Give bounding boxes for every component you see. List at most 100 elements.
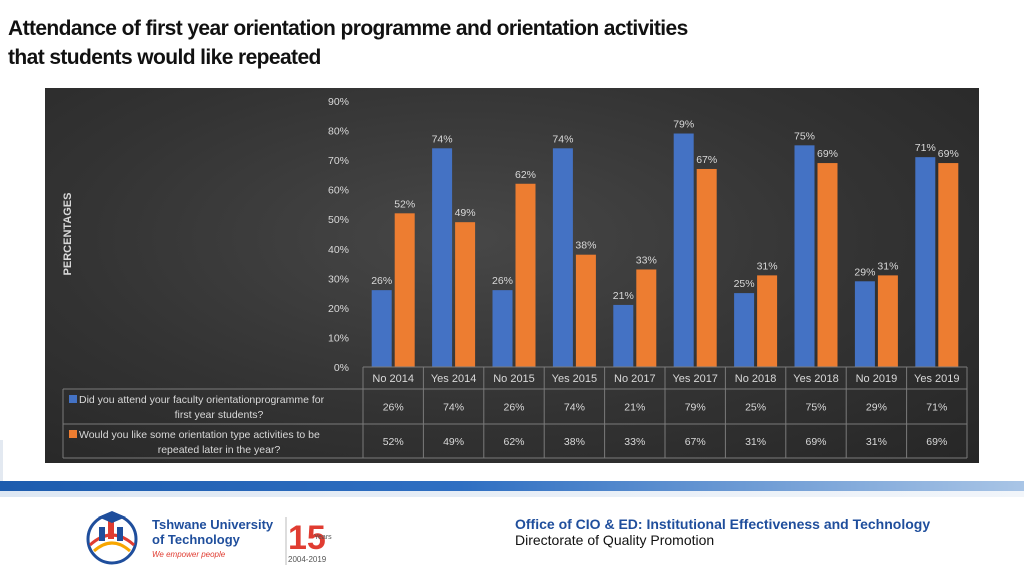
tut-logo: Tshwane University of Technology We empo… bbox=[80, 505, 340, 569]
table-value-cell: 31% bbox=[745, 436, 766, 448]
table-value-cell: 71% bbox=[926, 402, 947, 414]
y-tick-label: 50% bbox=[328, 214, 349, 226]
bar-data-label: 21% bbox=[613, 290, 634, 302]
table-value-cell: 49% bbox=[443, 436, 464, 448]
bar-data-label: 49% bbox=[455, 207, 476, 219]
table-value-cell: 31% bbox=[866, 436, 887, 448]
bar-data-label: 79% bbox=[673, 119, 694, 131]
bar-series-1 bbox=[432, 148, 453, 367]
table-value-cell: 26% bbox=[383, 402, 404, 414]
table-category-header: No 2019 bbox=[856, 373, 898, 385]
y-tick-label: 90% bbox=[328, 96, 349, 108]
logo-line-1: Tshwane University bbox=[152, 517, 274, 532]
bar-series-1 bbox=[492, 290, 513, 367]
bar-series-2 bbox=[394, 213, 415, 367]
y-tick-label: 30% bbox=[328, 273, 349, 285]
bar-series-2 bbox=[575, 254, 596, 367]
y-tick-label: 70% bbox=[328, 155, 349, 167]
table-value-cell: 69% bbox=[926, 436, 947, 448]
y-tick-label: 20% bbox=[328, 303, 349, 315]
bar-series-2 bbox=[757, 275, 778, 367]
y-tick-label: 60% bbox=[328, 185, 349, 197]
bar-series-2 bbox=[636, 269, 657, 367]
bar-data-label: 25% bbox=[734, 278, 755, 290]
legend-key-series-1 bbox=[69, 395, 77, 403]
university-emblem-icon bbox=[86, 511, 138, 565]
bar-data-label: 52% bbox=[394, 198, 415, 210]
bar-data-label: 74% bbox=[552, 133, 573, 145]
footer-light-band bbox=[0, 491, 1024, 497]
slide-title: Attendance of first year orientation pro… bbox=[8, 14, 908, 72]
table-value-cell: 67% bbox=[685, 436, 706, 448]
table-value-cell: 62% bbox=[503, 436, 524, 448]
y-axis-title: PERCENTAGES bbox=[62, 193, 74, 276]
office-directorate: Directorate of Quality Promotion bbox=[515, 532, 715, 548]
office-info: Office of CIO & ED: Institutional Effect… bbox=[515, 516, 935, 548]
bar-data-label: 75% bbox=[794, 130, 815, 142]
table-category-header: No 2015 bbox=[493, 373, 535, 385]
table-value-cell: 74% bbox=[564, 402, 585, 414]
legend-key-series-2 bbox=[69, 430, 77, 438]
table-category-header: No 2017 bbox=[614, 373, 656, 385]
bar-data-label: 71% bbox=[915, 142, 936, 154]
table-category-header: Yes 2015 bbox=[552, 373, 597, 385]
table-category-header: No 2018 bbox=[735, 373, 777, 385]
legend-label-line-1: Did you attend your faculty orientationp… bbox=[79, 394, 325, 406]
table-value-cell: 52% bbox=[383, 436, 404, 448]
bar-data-label: 67% bbox=[696, 154, 717, 166]
bar-data-label: 74% bbox=[432, 133, 453, 145]
legend-label-line-2: repeated later in the year? bbox=[158, 444, 281, 456]
bar-series-1 bbox=[673, 133, 694, 367]
legend-label-line-2: first year students? bbox=[175, 409, 264, 421]
bar-data-label: 38% bbox=[575, 240, 596, 252]
footer-blue-band bbox=[0, 481, 1024, 491]
chart-panel: PERCENTAGES 0% 10% 20% 30% 40% 50% 60% 70% 80% 90%… bbox=[45, 88, 979, 463]
anniversary-range: 2004-2019 bbox=[288, 555, 327, 564]
bar-data-label: 69% bbox=[817, 148, 838, 160]
bar-series-2 bbox=[696, 168, 717, 367]
bar-series-2 bbox=[515, 183, 536, 367]
table-category-header: Yes 2014 bbox=[431, 373, 476, 385]
table-category-header: Yes 2018 bbox=[793, 373, 838, 385]
table-category-header: No 2014 bbox=[372, 373, 414, 385]
bar-series-2 bbox=[938, 163, 959, 367]
table-value-cell: 74% bbox=[443, 402, 464, 414]
anniversary-word: Years bbox=[314, 534, 332, 541]
bar-data-label: 33% bbox=[636, 254, 657, 266]
bar-series-1 bbox=[915, 157, 936, 367]
bar-data-label: 29% bbox=[854, 266, 875, 278]
bar-series-2 bbox=[877, 275, 898, 367]
bar-data-label: 69% bbox=[938, 148, 959, 160]
y-tick-label: 40% bbox=[328, 244, 349, 256]
bar-data-label: 62% bbox=[515, 169, 536, 181]
table-value-cell: 25% bbox=[745, 402, 766, 414]
table-category-header: Yes 2019 bbox=[914, 373, 959, 385]
table-value-cell: 75% bbox=[805, 402, 826, 414]
bar-series-1 bbox=[794, 145, 815, 367]
logo-line-2: of Technology bbox=[152, 532, 241, 547]
bar-chart: PERCENTAGES 0% 10% 20% 30% 40% 50% 60% 70% 80% 90%… bbox=[62, 96, 968, 459]
y-tick-label: 0% bbox=[334, 362, 349, 374]
table-value-cell: 26% bbox=[503, 402, 524, 414]
bar-series-1 bbox=[371, 290, 392, 367]
bar-data-label: 31% bbox=[877, 260, 898, 272]
table-value-cell: 38% bbox=[564, 436, 585, 448]
tut-logo-graphic: Tshwane University of Technology We empo… bbox=[86, 511, 332, 565]
table-value-cell: 79% bbox=[685, 402, 706, 414]
slide-title-line-2: that students would like repeated bbox=[8, 46, 321, 69]
bar-series-2 bbox=[817, 163, 838, 367]
table-category-header: Yes 2017 bbox=[672, 373, 717, 385]
bar-series-1 bbox=[552, 148, 573, 367]
table-value-cell: 69% bbox=[805, 436, 826, 448]
left-edge-decoration bbox=[0, 440, 3, 490]
bar-series-2 bbox=[455, 222, 476, 367]
office-title: Office of CIO & ED: Institutional Effect… bbox=[515, 516, 931, 532]
bar-data-label: 26% bbox=[371, 275, 392, 287]
bar-series-1 bbox=[854, 281, 875, 367]
bar-data-label: 31% bbox=[757, 260, 778, 272]
legend-label-line-1: Would you like some orientation type act… bbox=[79, 429, 320, 441]
bar-series-1 bbox=[613, 304, 634, 367]
logo-tagline: We empower people bbox=[152, 550, 226, 559]
anniversary-number: 15 bbox=[288, 519, 326, 557]
table-value-cell: 29% bbox=[866, 402, 887, 414]
